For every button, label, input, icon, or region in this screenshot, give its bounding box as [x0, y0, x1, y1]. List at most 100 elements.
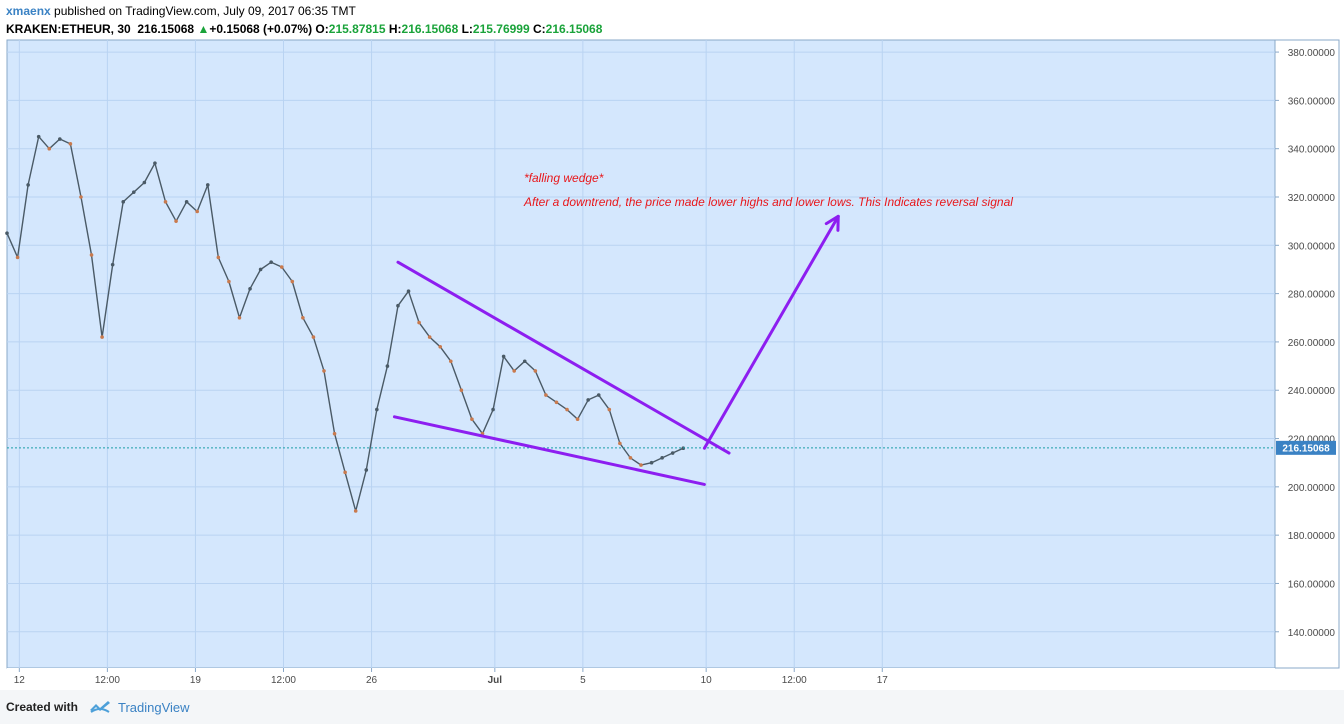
wedge-upper-trendline — [396, 260, 731, 455]
price-point — [301, 315, 305, 320]
publish-line: xmaenx published on TradingView.com, Jul… — [6, 4, 356, 18]
price-point — [79, 195, 83, 199]
price-point — [132, 190, 136, 194]
price-point — [100, 335, 104, 339]
price-point — [533, 369, 538, 373]
annotation-text: After a downtrend, the price made lower … — [523, 195, 1013, 209]
x-tick-label: 19 — [190, 675, 202, 686]
last-price-label: 216.15068 — [1282, 443, 1330, 454]
footer: Created with TradingView — [0, 690, 1344, 724]
price-point — [5, 231, 9, 236]
price-axis: 140.00000 160.00000 180.00000 200.00000 220.… — [1275, 48, 1335, 639]
price-point — [649, 460, 654, 465]
price-point — [628, 456, 633, 460]
price-point — [322, 369, 326, 373]
open-label: O: — [315, 22, 329, 36]
high-label: H: — [388, 22, 402, 36]
y-tick-label: 320.00000 — [1288, 193, 1336, 204]
plot-background — [6, 39, 1276, 669]
arrow-head-icon — [824, 214, 840, 232]
up-triangle-icon: ▲ — [197, 22, 210, 36]
x-tick-label: 12:00 — [782, 675, 807, 686]
price-point — [575, 417, 580, 422]
price-point — [522, 359, 527, 364]
price-point — [195, 209, 199, 214]
x-tick-label: 12 — [14, 675, 26, 686]
close-label: C: — [533, 22, 546, 36]
price-point — [596, 393, 601, 397]
x-tick-label: 10 — [701, 675, 713, 686]
tradingview-logo-icon[interactable] — [88, 698, 112, 714]
time-axis: 12 12:00 19 12:00 26 Jul 5 10 12:00 17 — [14, 668, 889, 686]
price-point — [205, 183, 210, 187]
author-link[interactable]: xmaenx — [6, 4, 51, 18]
price-point — [269, 260, 273, 265]
x-tick-label: 26 — [366, 675, 378, 686]
y-tick-label: 200.00000 — [1288, 483, 1336, 494]
price-point — [364, 468, 369, 472]
x-tick-label: 12:00 — [95, 675, 120, 686]
price-point — [227, 279, 231, 284]
price-point — [258, 267, 263, 272]
price-point — [670, 451, 675, 455]
price-point — [121, 200, 126, 204]
price-point — [459, 388, 464, 393]
price-point — [36, 134, 41, 139]
price-point — [512, 369, 516, 373]
published-text: published on TradingView.com, July 09, 2… — [54, 4, 356, 18]
price-point — [153, 161, 157, 165]
price-point — [639, 463, 643, 467]
price-point — [58, 137, 62, 141]
wedge-lower-trendline — [392, 415, 706, 486]
last-price-tag: 216.15068 — [1276, 440, 1336, 455]
annotation-title: *falling wedge* — [524, 171, 604, 185]
price-point — [184, 200, 189, 204]
price-point — [353, 509, 358, 513]
change-value: +0.15068 (+0.07%) — [209, 22, 313, 36]
high-value: 216.15068 — [401, 22, 459, 36]
price-point — [216, 255, 221, 260]
price-point — [586, 398, 590, 402]
y-tick-label: 260.00000 — [1288, 338, 1336, 349]
y-tick-label: 220.00000 — [1288, 435, 1336, 446]
price-point — [565, 407, 569, 412]
price-point — [491, 407, 495, 412]
price-point — [427, 335, 432, 339]
breakout-arrow-line — [702, 214, 840, 450]
price-point — [417, 320, 421, 325]
symbol-label: KRAKEN:ETHEUR, 30 — [6, 22, 131, 36]
close-value: 216.15068 — [545, 22, 603, 36]
y-tick-label: 360.00000 — [1288, 96, 1336, 107]
tradingview-brand-link[interactable]: TradingView — [118, 700, 190, 715]
price-point — [68, 142, 73, 146]
drawing-annotations — [392, 214, 840, 486]
low-value: 215.76999 — [472, 22, 530, 36]
price-point — [15, 255, 20, 260]
price-chart[interactable]: 140.00000 160.00000 180.00000 200.00000 220.… — [0, 38, 1344, 690]
y-tick-label: 240.00000 — [1288, 386, 1336, 397]
price-point — [47, 146, 52, 151]
x-tick-label: 17 — [877, 675, 889, 686]
price-point — [163, 200, 168, 204]
price-point — [26, 183, 30, 187]
ohlc-line: KRAKEN:ETHEUR, 30 216.15068 ▲+0.15068 (+… — [6, 22, 602, 36]
time-axis-background[interactable] — [7, 668, 1275, 688]
last-price: 216.15068 — [137, 22, 195, 36]
price-point — [544, 393, 548, 397]
y-tick-label: 180.00000 — [1288, 531, 1336, 542]
price-point — [343, 470, 347, 475]
price-point — [375, 407, 379, 412]
price-axis-background[interactable] — [1274, 39, 1340, 669]
price-point — [406, 289, 411, 293]
price-point — [174, 219, 178, 223]
y-tick-label: 160.00000 — [1288, 579, 1336, 590]
y-tick-label: 340.00000 — [1288, 145, 1336, 156]
x-tick-label: Jul — [488, 675, 503, 686]
chart-header: xmaenx published on TradingView.com, Jul… — [0, 0, 1344, 42]
price-point — [142, 180, 147, 185]
price-series — [5, 134, 1275, 513]
price-point — [396, 303, 400, 308]
x-tick-label: 5 — [580, 675, 586, 686]
price-point — [554, 400, 559, 405]
price-point — [438, 344, 443, 349]
